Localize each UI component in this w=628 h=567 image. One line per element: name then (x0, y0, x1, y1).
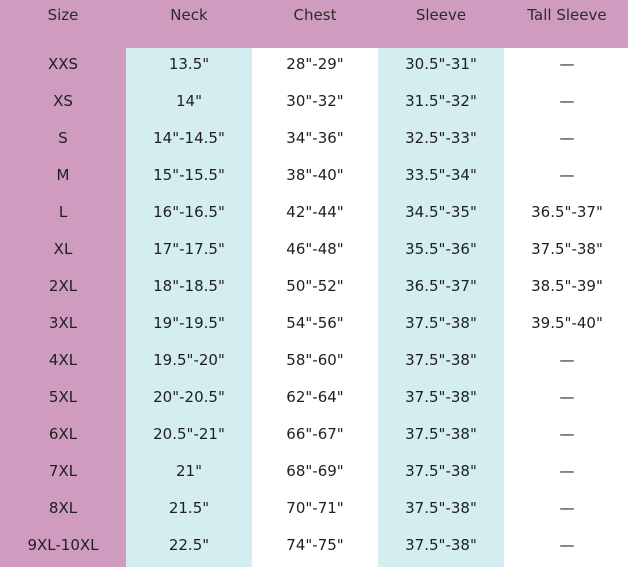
table-cell: — (559, 92, 575, 110)
size-label: 9XL-10XL (27, 536, 99, 554)
table-cell: 34"-36" (286, 129, 344, 147)
table-cell: 46"-48" (286, 240, 344, 258)
column-header: Tall Sleeve (527, 6, 607, 24)
size-label: L (58, 203, 68, 221)
table-cell: — (559, 388, 575, 406)
table-cell: 37.5"-38" (405, 425, 477, 443)
size-label: XL (53, 240, 73, 258)
table-cell: 37.5"-38" (531, 240, 603, 258)
table-cell: 36.5"-37" (531, 203, 603, 221)
size-label: XXS (47, 55, 79, 73)
table-cell: 30.5"-31" (405, 55, 477, 73)
table-cell: 20"-20.5" (153, 388, 225, 406)
table-cell: — (559, 129, 575, 147)
column-header: Chest (293, 6, 337, 24)
table-cell: 38.5"-39" (531, 277, 603, 295)
table-cell: 74"-75" (286, 536, 344, 554)
table-cell: 19.5"-20" (153, 351, 225, 369)
table-cell: 68"-69" (286, 462, 344, 480)
table-cell: — (559, 499, 575, 517)
table-cell: 58"-60" (286, 351, 344, 369)
table-cell: 21" (176, 462, 202, 480)
table-cell: 54"-56" (286, 314, 344, 332)
column-header: Neck (170, 6, 208, 24)
table-cell: 37.5"-38" (405, 462, 477, 480)
table-cell: 35.5"-36" (405, 240, 477, 258)
size-label: 4XL (48, 351, 78, 369)
table-cell: 70"-71" (286, 499, 344, 517)
table-cell: 37.5"-38" (405, 388, 477, 406)
table-cell: 31.5"-32" (405, 92, 477, 110)
table-cell: 30"-32" (286, 92, 344, 110)
table-cell: — (559, 166, 575, 184)
neck-column-band (126, 48, 252, 567)
table-cell: 22.5" (168, 536, 210, 554)
table-cell: 37.5"-38" (405, 314, 477, 332)
header-band (0, 0, 628, 48)
table-cell: 20.5"-21" (153, 425, 225, 443)
table-cell: 28"-29" (286, 55, 344, 73)
column-header: Size (47, 6, 79, 24)
size-label: 8XL (48, 499, 78, 517)
table-cell: — (559, 351, 575, 369)
table-cell: 42"-44" (286, 203, 344, 221)
table-cell: 17"-17.5" (153, 240, 225, 258)
table-cell: 14" (176, 92, 202, 110)
size-label: 6XL (48, 425, 78, 443)
table-cell: — (559, 462, 575, 480)
table-cell: 16"-16.5" (153, 203, 225, 221)
table-cell: 66"-67" (286, 425, 344, 443)
table-cell: 18"-18.5" (153, 277, 225, 295)
size-label: XS (53, 92, 73, 110)
table-cell: 50"-52" (286, 277, 344, 295)
column-header: Sleeve (415, 6, 467, 24)
table-cell: 39.5"-40" (531, 314, 603, 332)
sleeve-column-band (378, 48, 504, 567)
table-cell: 37.5"-38" (405, 499, 477, 517)
table-cell: 21.5" (168, 499, 210, 517)
table-cell: 37.5"-38" (405, 351, 477, 369)
table-cell: 13.5" (168, 55, 210, 73)
size-label: 7XL (48, 462, 78, 480)
size-column-band (0, 48, 126, 567)
table-cell: 34.5"-35" (405, 203, 477, 221)
table-cell: — (559, 55, 575, 73)
table-cell: 33.5"-34" (405, 166, 477, 184)
table-cell: 38"-40" (286, 166, 344, 184)
table-cell: — (559, 536, 575, 554)
size-label: 3XL (48, 314, 78, 332)
table-cell: 36.5"-37" (405, 277, 477, 295)
table-cell: 37.5"-38" (405, 536, 477, 554)
size-label: M (56, 166, 70, 184)
size-label: 2XL (48, 277, 78, 295)
size-label: S (58, 129, 68, 147)
table-cell: 62"-64" (286, 388, 344, 406)
size-label: 5XL (48, 388, 78, 406)
table-cell: 15"-15.5" (153, 166, 225, 184)
table-cell: 19"-19.5" (153, 314, 225, 332)
table-cell: 32.5"-33" (405, 129, 477, 147)
table-cell: 14"-14.5" (153, 129, 225, 147)
table-cell: — (559, 425, 575, 443)
